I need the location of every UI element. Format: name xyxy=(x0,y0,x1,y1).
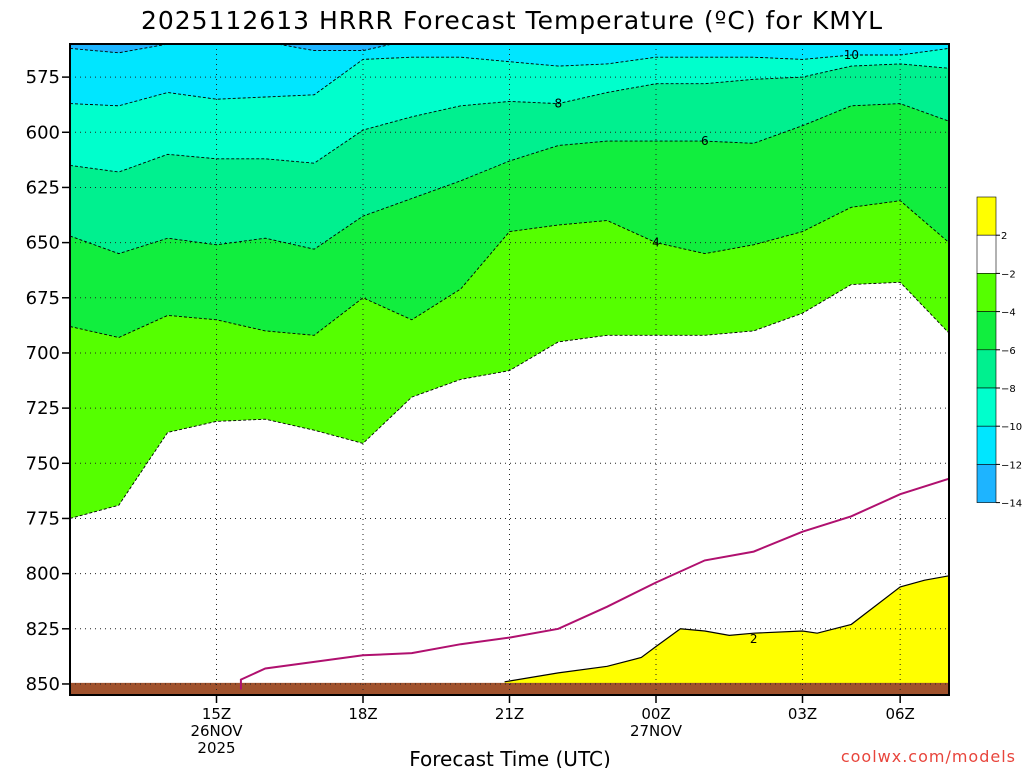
isotherm-label: 10 xyxy=(844,48,859,62)
grid-lines xyxy=(70,44,949,695)
colorbar-label: −2 xyxy=(1001,269,1016,280)
colorbar-label: −6 xyxy=(1001,346,1016,357)
y-tick-label: 700 xyxy=(26,343,60,364)
y-tick-label: 825 xyxy=(26,619,60,640)
colorbar-swatch xyxy=(976,273,997,312)
colorbar-label: 2 xyxy=(1001,231,1007,242)
colorbar-swatch xyxy=(976,234,997,274)
warm-isotherm-line xyxy=(504,575,949,683)
isotherm-line xyxy=(70,47,949,107)
isotherm-line xyxy=(70,281,949,519)
colorbar-label: −8 xyxy=(1001,384,1016,395)
colorbar-label: −10 xyxy=(1001,422,1022,433)
x-tick-date: 26NOV xyxy=(190,722,243,740)
colorbar-label: −12 xyxy=(1001,460,1022,471)
y-tick-label: 600 xyxy=(26,122,60,143)
y-tick-label: 725 xyxy=(26,398,60,419)
colorbar-swatch xyxy=(976,196,997,236)
y-tick-label: 775 xyxy=(26,508,60,529)
y-tick-label: 650 xyxy=(26,233,60,254)
colorbar-swatch xyxy=(976,349,997,389)
colorbar-swatch xyxy=(976,425,997,465)
x-tick-label: 03Z xyxy=(788,705,817,723)
x-tick-label: 00Z xyxy=(641,705,670,723)
colorbar-swatch xyxy=(976,387,997,427)
axes: 57560062565067570072575077580082585015Z2… xyxy=(26,67,915,757)
isotherm-label: 6 xyxy=(701,134,709,148)
y-tick-label: 625 xyxy=(26,177,60,198)
colorbar-swatch xyxy=(976,464,997,503)
x-tick-label: 06Z xyxy=(885,705,914,723)
freezing-line xyxy=(239,477,949,690)
temperature-band xyxy=(70,282,949,695)
credit-text: coolwx.com/models xyxy=(841,747,1016,766)
y-tick-label: 750 xyxy=(26,453,60,474)
isotherm-label: 4 xyxy=(652,236,660,250)
colorbar: 2 −2 −4 −6 −8 −10 −12 −14 xyxy=(976,196,1022,510)
isotherm-line xyxy=(70,63,949,173)
y-tick-label: 800 xyxy=(26,564,60,585)
x-tick-label: 18Z xyxy=(348,705,377,723)
x-tick-label: 21Z xyxy=(495,705,524,723)
colorbar-swatch xyxy=(976,311,997,351)
x-tick-year: 2025 xyxy=(197,739,235,757)
isotherm-line xyxy=(70,200,949,338)
x-axis-label: Forecast Time (UTC) xyxy=(409,747,611,768)
warm-isotherm-label: 2 xyxy=(750,632,758,646)
x-tick-date: 27NOV xyxy=(630,722,683,740)
colorbar-label: −4 xyxy=(1001,308,1016,319)
y-tick-label: 850 xyxy=(26,674,60,695)
isotherm-line xyxy=(70,103,949,255)
y-tick-label: 675 xyxy=(26,288,60,309)
y-tick-label: 575 xyxy=(26,67,60,88)
chart-title: 2025112613 HRRR Forecast Temperature (ºC… xyxy=(141,6,883,35)
isotherm-label: 8 xyxy=(555,97,563,111)
colorbar-label: −14 xyxy=(1001,499,1022,510)
x-tick-label: 15Z xyxy=(202,705,231,723)
surface-ground xyxy=(70,682,949,695)
